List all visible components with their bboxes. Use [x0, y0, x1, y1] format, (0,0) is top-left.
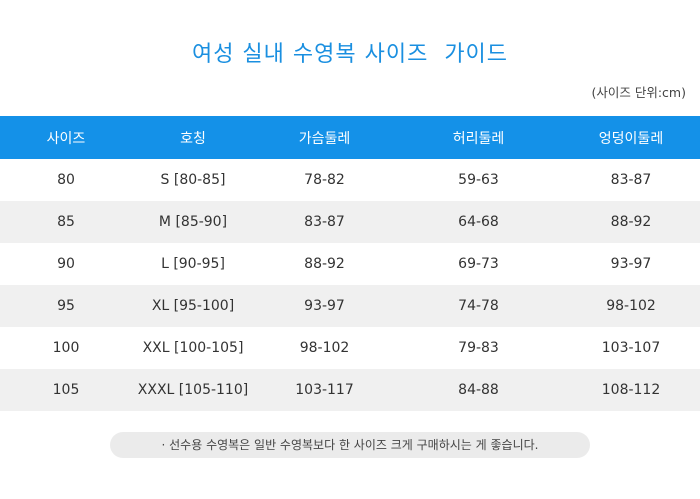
size-table: 사이즈 호칭 가슴둘레 허리둘레 엉덩이둘레 80 S [80-85] 78-8…: [0, 116, 700, 411]
table-row: 85 M [85-90] 83-87 64-68 88-92: [0, 201, 700, 243]
cell-hip: 83-87: [610, 172, 652, 188]
table-row: 90 L [90-95] 88-92 69-73 93-97: [0, 243, 700, 285]
cell-waist: 64-68: [458, 214, 499, 230]
cell-waist: 69-73: [458, 256, 499, 272]
table-row: 100 XXL [100-105] 98-102 79-83 103-107: [0, 327, 700, 369]
cell-bust: 103-117: [295, 382, 354, 398]
cell-waist: 79-83: [458, 340, 499, 356]
cell-designation: M [85-90]: [158, 214, 228, 230]
cell-designation: S [80-85]: [160, 172, 226, 188]
cell-hip: 88-92: [610, 214, 652, 230]
cell-waist: 74-78: [458, 298, 499, 314]
cell-bust: 88-92: [304, 256, 345, 272]
table-header: 사이즈 호칭 가슴둘레 허리둘레 엉덩이둘레: [0, 116, 700, 159]
cell-hip: 98-102: [606, 298, 656, 314]
cell-size: 100: [52, 340, 80, 356]
cell-designation: L [90-95]: [161, 256, 225, 272]
cell-size: 80: [57, 172, 75, 188]
notice-pill: · 선수용 수영복은 일반 수영복보다 한 사이즈 크게 구매하시는 게 좋습니…: [110, 432, 590, 458]
header-size: 사이즈: [46, 130, 86, 147]
cell-hip: 108-112: [601, 382, 661, 398]
cell-bust: 93-97: [304, 298, 345, 314]
cell-size: 105: [52, 382, 80, 398]
header-waist: 허리둘레: [452, 130, 505, 147]
unit-label: (사이즈 단위:cm): [591, 85, 687, 100]
cell-bust: 98-102: [299, 340, 350, 356]
cell-waist: 59-63: [458, 172, 499, 188]
cell-size: 85: [57, 214, 75, 230]
header-hip: 엉덩이둘레: [598, 130, 664, 147]
cell-designation: XXL [100-105]: [142, 340, 244, 356]
cell-size: 95: [57, 298, 75, 314]
cell-waist: 84-88: [458, 382, 499, 398]
cell-bust: 83-87: [304, 214, 345, 230]
table-row: 80 S [80-85] 78-82 59-63 83-87: [0, 159, 700, 201]
cell-bust: 78-82: [304, 172, 345, 188]
page-title: 여성 실내 수영복 사이즈 가이드: [191, 42, 509, 67]
header-bust: 가슴둘레: [298, 130, 351, 147]
cell-hip: 103-107: [601, 340, 661, 356]
cell-size: 90: [57, 256, 75, 272]
cell-designation: XL [95-100]: [151, 298, 235, 314]
table-row: 105 XXXL [105-110] 103-117 84-88 108-112: [0, 369, 700, 411]
cell-hip: 93-97: [610, 256, 652, 272]
table-row: 95 XL [95-100] 93-97 74-78 98-102: [0, 285, 700, 327]
cell-designation: XXXL [105-110]: [137, 382, 249, 398]
header-designation: 호칭: [180, 130, 206, 147]
